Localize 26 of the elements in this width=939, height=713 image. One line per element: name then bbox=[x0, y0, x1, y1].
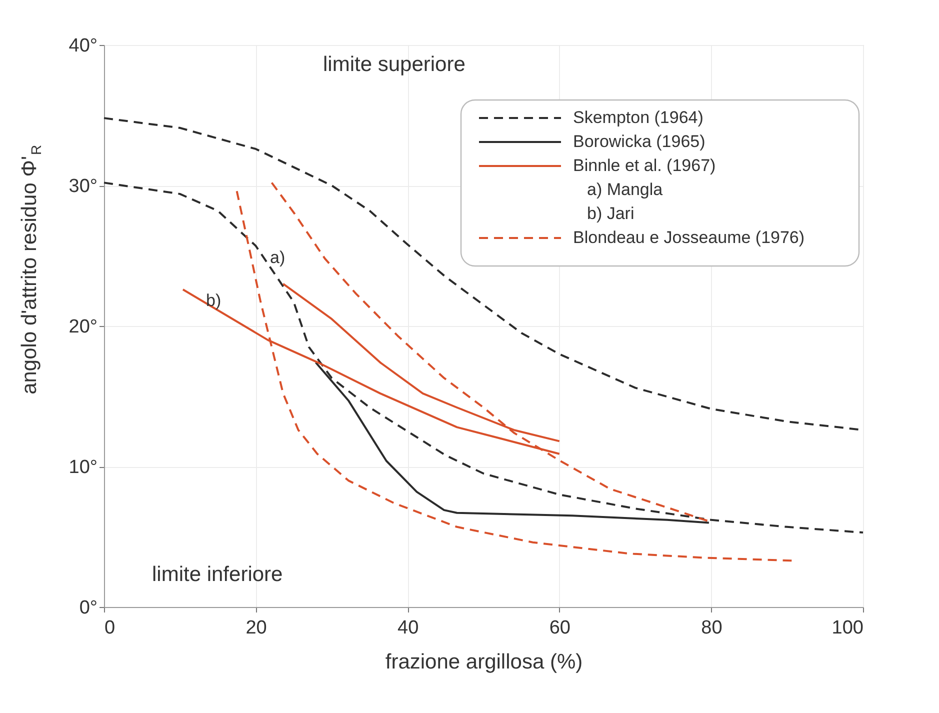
annotation: limite inferiore bbox=[152, 563, 283, 586]
annotation: a) Mangla bbox=[587, 180, 664, 199]
legend-label: Blondeau e Josseaume (1976) bbox=[573, 228, 805, 247]
legend-label: Skempton (1964) bbox=[573, 108, 704, 127]
x-tick-label: 20 bbox=[246, 618, 267, 638]
legend-label: Borowicka (1965) bbox=[573, 132, 706, 151]
line-series bbox=[282, 282, 560, 442]
x-tick-label: 0 bbox=[104, 618, 116, 638]
y-tick-label: 30° bbox=[68, 176, 98, 197]
y-axis-title: angolo d'attrito residuo Φ'R bbox=[18, 144, 44, 394]
y-tick-label: 10° bbox=[68, 457, 98, 478]
legend-label: Binnle et al. (1967) bbox=[573, 156, 716, 175]
line-series bbox=[103, 182, 864, 534]
y-tick-label: 20° bbox=[68, 316, 98, 338]
line-series bbox=[314, 362, 710, 524]
x-tick-label: 80 bbox=[701, 618, 722, 638]
annotation: b) Jari bbox=[587, 204, 634, 223]
annotation: b) bbox=[206, 291, 222, 310]
x-tick-label: 60 bbox=[549, 618, 570, 638]
x-tick-label: 40 bbox=[398, 618, 419, 638]
annotation: limite superiore bbox=[323, 53, 466, 76]
y-tick-label: 40° bbox=[68, 36, 98, 56]
x-axis-title: frazione argillosa (%) bbox=[385, 650, 583, 674]
annotation: a) bbox=[270, 248, 286, 267]
y-tick-label: 0° bbox=[79, 598, 98, 618]
x-tick-label: 100 bbox=[832, 618, 864, 638]
